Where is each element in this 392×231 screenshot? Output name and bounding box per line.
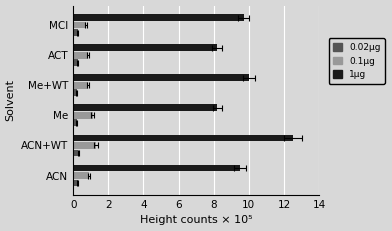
Bar <box>73 44 217 51</box>
Bar <box>73 149 78 156</box>
Bar <box>73 82 88 89</box>
Bar <box>73 14 243 21</box>
X-axis label: Height counts × 10⁵: Height counts × 10⁵ <box>140 216 252 225</box>
Y-axis label: Solvent: Solvent <box>5 79 16 121</box>
Bar <box>73 180 78 186</box>
Bar <box>73 165 240 171</box>
Bar <box>73 22 86 28</box>
Bar <box>73 29 78 36</box>
Bar <box>73 59 78 66</box>
Bar <box>73 112 93 119</box>
Bar <box>73 142 96 149</box>
Bar <box>73 89 77 96</box>
Bar <box>73 52 88 58</box>
Bar <box>73 119 77 126</box>
Bar <box>73 134 293 141</box>
Bar <box>73 172 89 179</box>
Bar <box>73 104 217 111</box>
Legend: 0.02μg, 0.1μg, 1μg: 0.02μg, 0.1μg, 1μg <box>328 39 385 84</box>
Bar <box>73 74 249 81</box>
